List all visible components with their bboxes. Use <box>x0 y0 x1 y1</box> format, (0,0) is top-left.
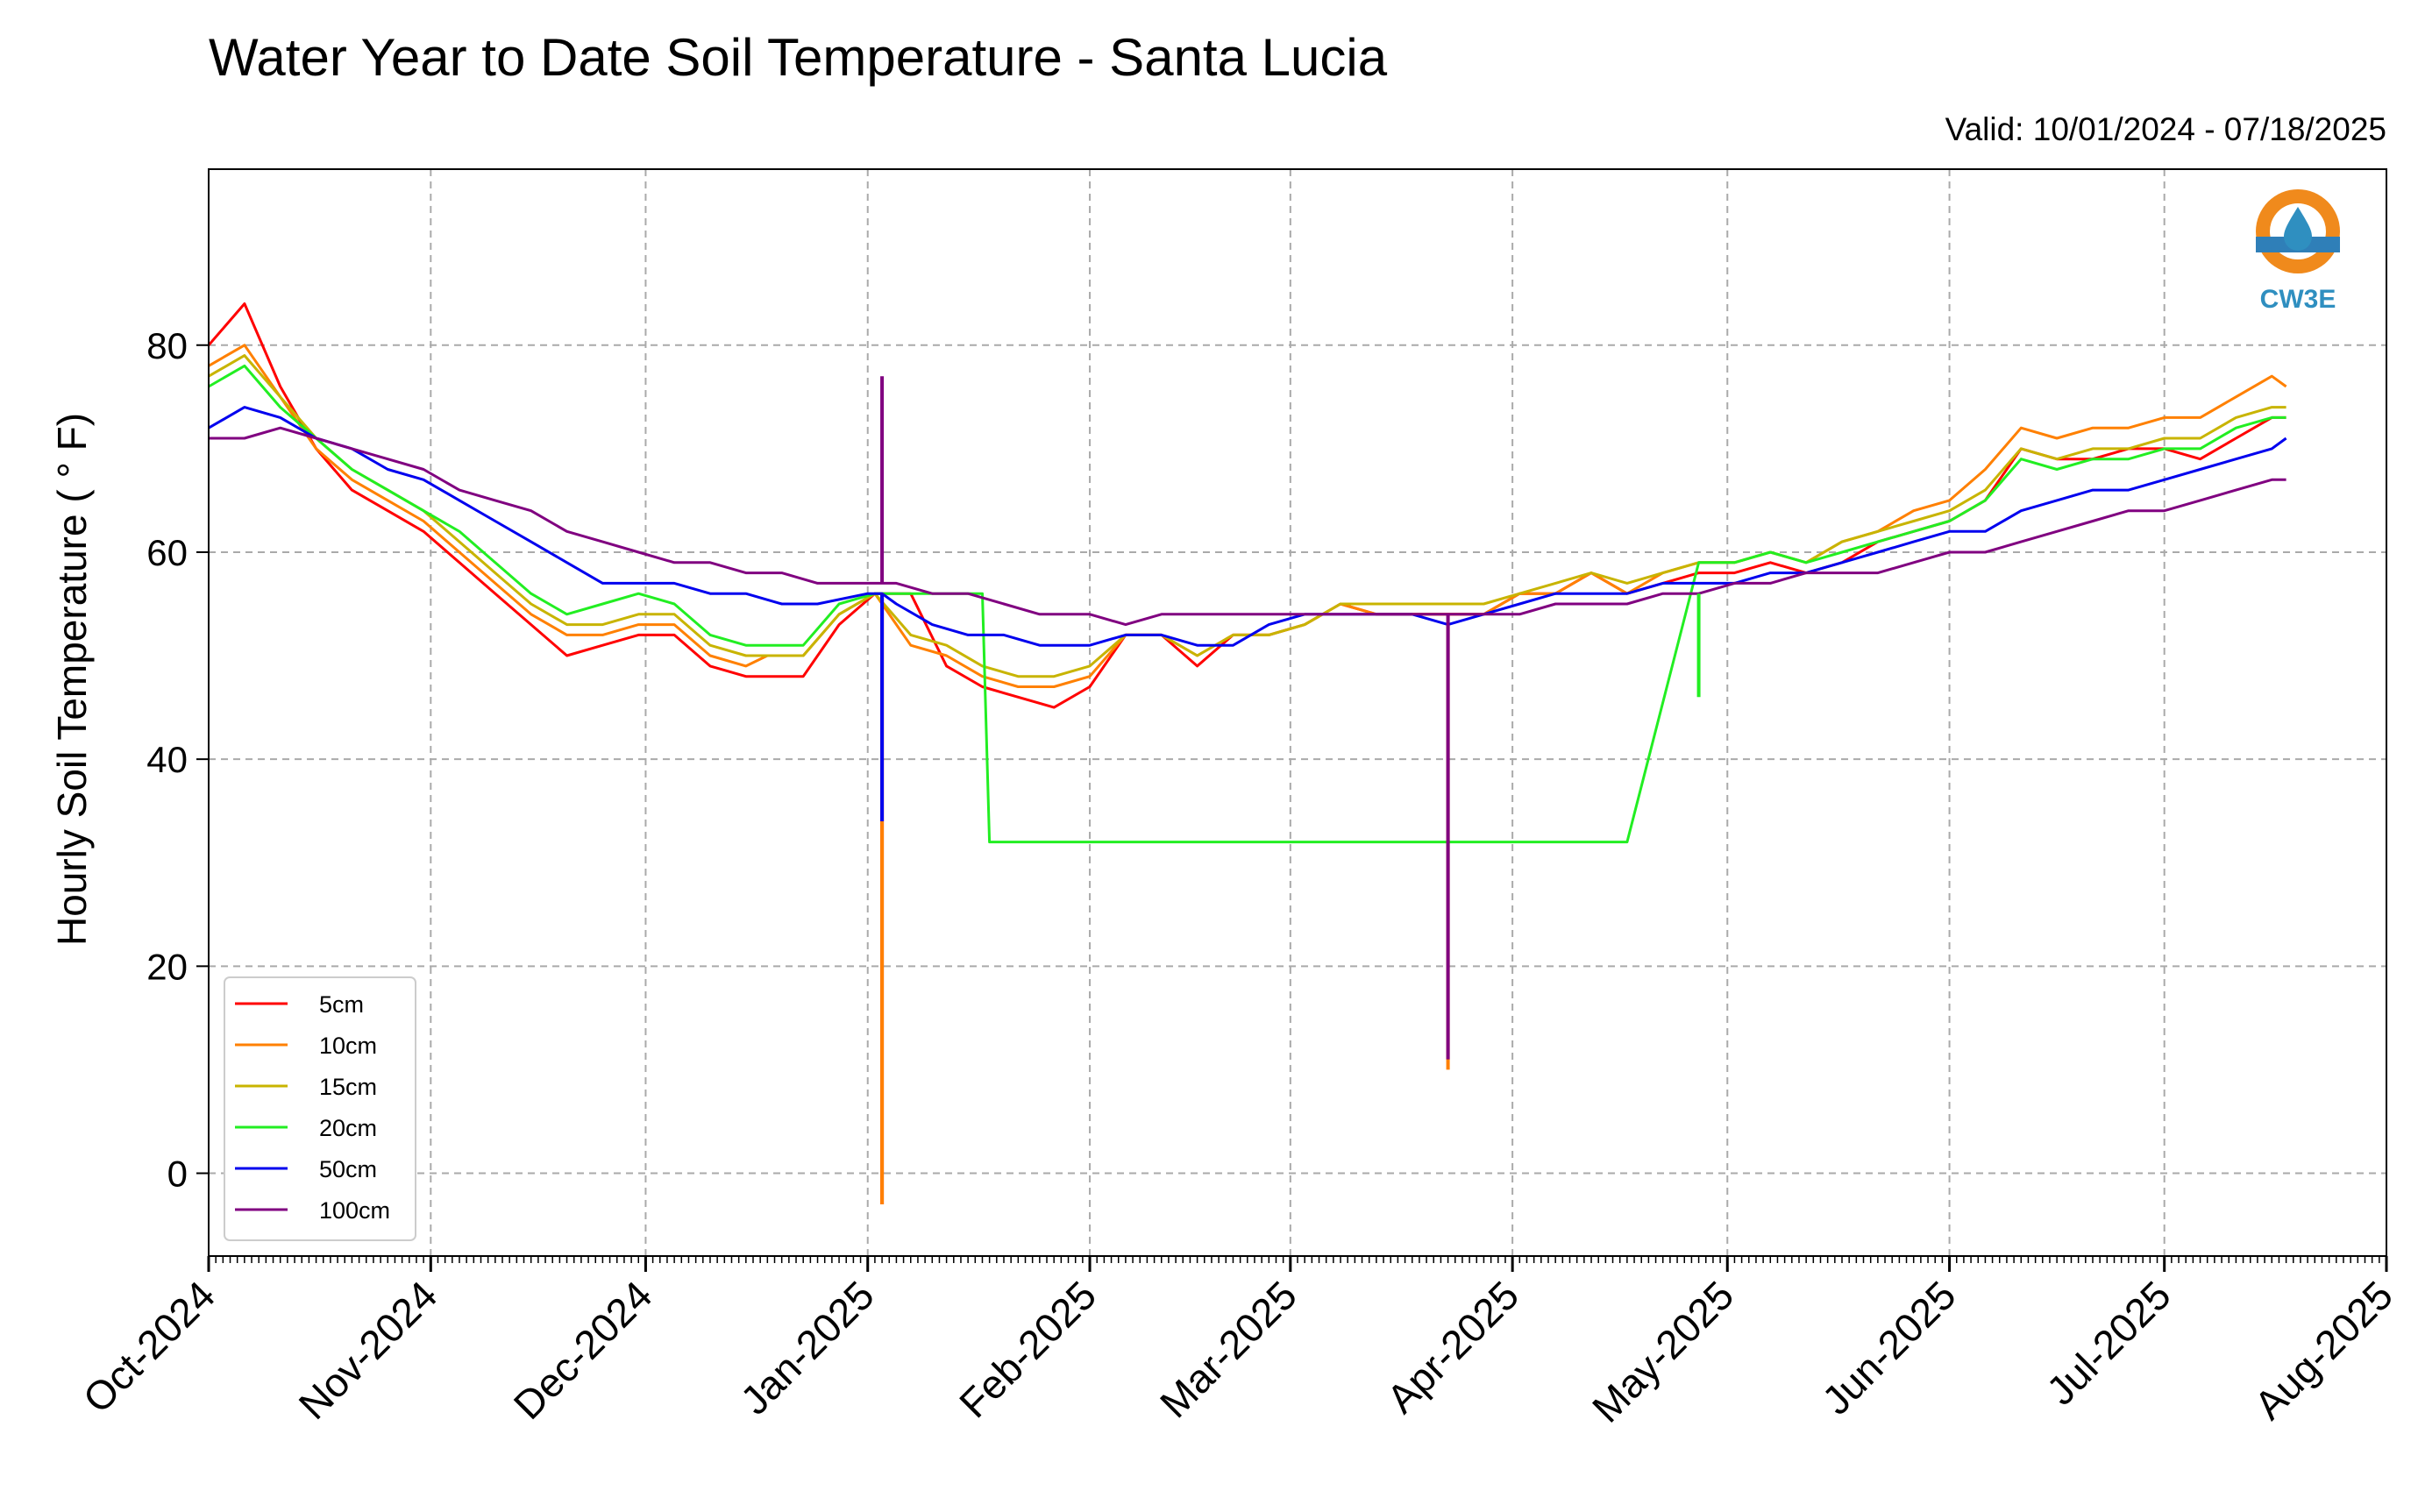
y-tick-label: 60 <box>146 532 188 573</box>
legend: 5cm 10cm 15cm 20cm 50cm 100cm <box>224 976 416 1241</box>
x-tick-label: Apr-2025 <box>1378 1272 1528 1422</box>
series-line-100cm <box>209 426 2286 627</box>
x-tick-label: Jan-2025 <box>731 1272 882 1423</box>
x-tick-label: Dec-2024 <box>505 1272 661 1428</box>
y-tick-label: 40 <box>146 739 188 780</box>
legend-label: 10cm <box>319 1033 377 1059</box>
x-tick-label: Oct-2024 <box>75 1272 224 1422</box>
y-tick-label: 80 <box>146 325 188 366</box>
x-tick-label: Jun-2025 <box>1813 1272 1964 1423</box>
series-line-20cm <box>208 364 2286 844</box>
series-line-15cm <box>208 354 2286 678</box>
logo-text: CW3E <box>2260 285 2336 314</box>
x-tick-label: Mar-2025 <box>1151 1272 1305 1426</box>
y-tick-label: 0 <box>167 1154 188 1195</box>
plot-frame <box>208 168 2387 1257</box>
legend-label: 15cm <box>319 1074 377 1100</box>
legend-label: 100cm <box>319 1197 390 1224</box>
water-drop-icon <box>2284 207 2312 251</box>
grid <box>208 169 2387 1256</box>
legend-label: 5cm <box>319 991 364 1018</box>
x-tick-label: Feb-2025 <box>950 1272 1105 1426</box>
axis-ticks: 0 20 40 60 80 Oct-2024 Nov-2024 Dec-2024 Jan-202… <box>75 325 2402 1431</box>
series-line-50cm <box>208 406 2287 647</box>
legend-label: 20cm <box>319 1115 377 1141</box>
x-tick-label: Nov-2024 <box>290 1272 446 1428</box>
series-group <box>207 302 2287 1204</box>
x-tick-label: May-2025 <box>1583 1272 1742 1430</box>
cw3e-logo: CW3E <box>2256 189 2340 314</box>
legend-box <box>224 976 416 1241</box>
x-tick-label: Aug-2025 <box>2245 1272 2401 1428</box>
y-axis-label: Hourly Soil Temperature ( ° F) <box>49 413 95 946</box>
chart-subtitle: Valid: 10/01/2024 - 07/18/2025 <box>1945 111 2386 147</box>
y-tick-label: 20 <box>146 946 188 987</box>
legend-label: 50cm <box>319 1156 377 1182</box>
x-tick-label: Jul-2025 <box>2038 1272 2180 1414</box>
chart-title: Water Year to Date Soil Temperature - Sa… <box>209 28 1388 87</box>
